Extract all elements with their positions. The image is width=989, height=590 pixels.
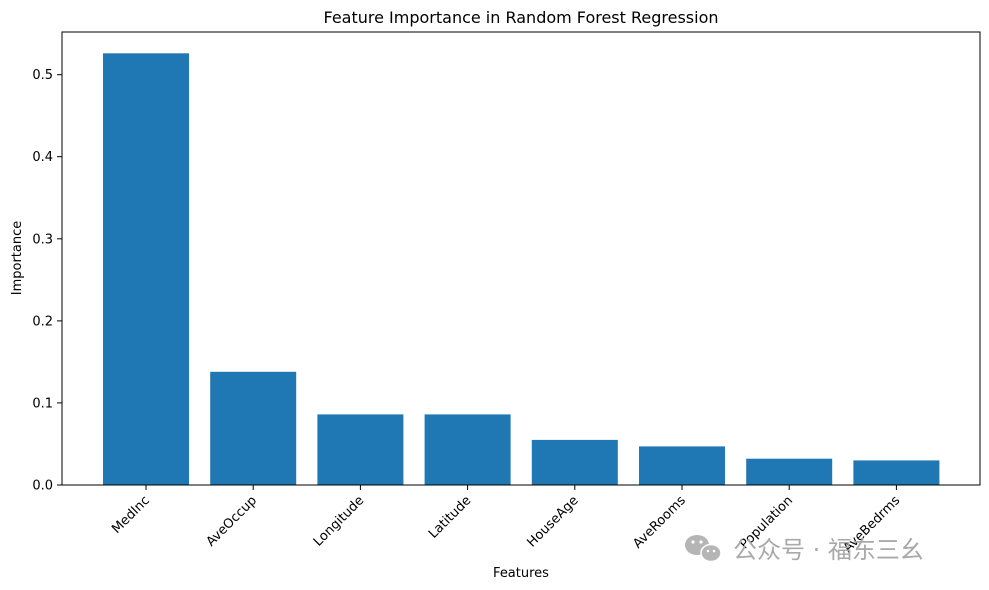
y-tick-label: 0.4 [32,150,53,165]
bar-latitude [424,414,511,485]
x-tick-label: Longitude [311,493,367,549]
x-tick-label: HouseAge [524,493,581,550]
bar-averooms [639,446,725,485]
x-tick-label: AveOccup [204,493,260,549]
y-tick-label: 0.0 [32,479,53,494]
x-tick-label: AveRooms [630,493,689,552]
watermark: 公众号 · 福东三幺 [685,535,924,564]
y-tick-label: 0.2 [32,314,53,329]
bar-population [746,458,833,485]
bar-houseage [531,439,618,485]
y-tick-label: 0.1 [32,396,53,411]
bar-longitude [317,414,404,485]
y-axis: 0.0 0.1 0.2 0.3 0.4 0.5 [32,68,62,494]
bar-medinc [103,53,189,486]
x-tick-label: MedInc [109,493,153,537]
y-tick-label: 0.3 [32,232,53,247]
wechat-icon [685,535,722,563]
bar-aveoccup [210,371,297,486]
chart-title: Feature Importance in Random Forest Regr… [323,8,718,27]
y-axis-label: Importance [10,221,25,296]
watermark-text: 公众号 · 福东三幺 [733,536,924,564]
bar-avebedrms [853,460,940,485]
y-tick-label: 0.5 [32,68,53,83]
x-axis-label: Features [493,566,549,581]
plot-frame [61,31,981,486]
x-tick-label: Latitude [426,493,474,541]
bars-layer [103,53,940,486]
